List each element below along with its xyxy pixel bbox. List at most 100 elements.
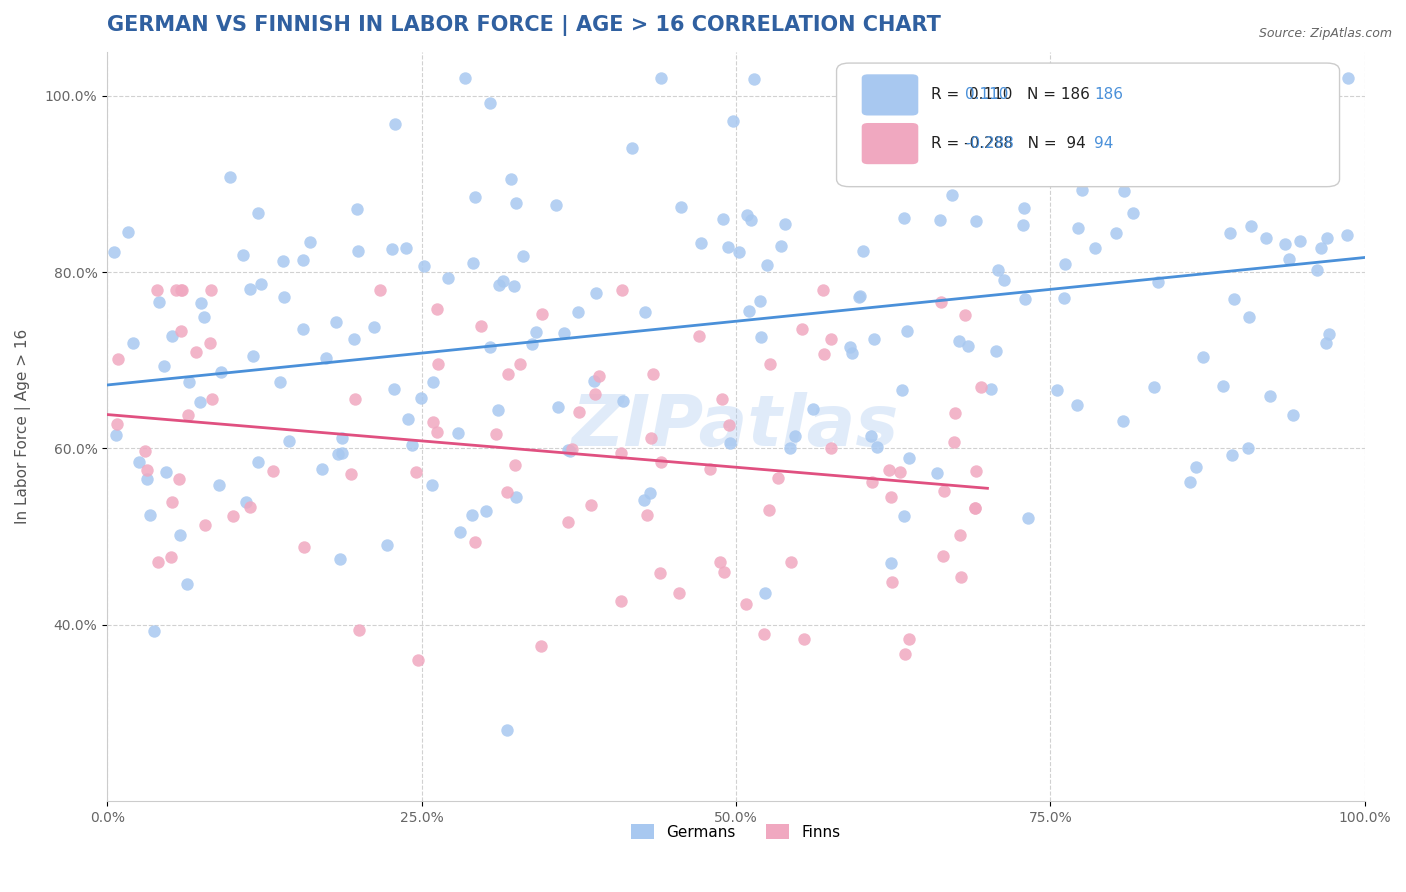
Point [186, 345, 208, 359]
Point [460, 508, 482, 523]
Point [1239, 310, 1261, 325]
Point [756, 258, 779, 272]
Point [1112, 157, 1135, 171]
Point [512, 249, 534, 263]
Point [246, 455, 269, 469]
Point [898, 632, 921, 646]
Point [134, 444, 156, 458]
Point [486, 402, 509, 417]
Point [437, 271, 460, 285]
Point [891, 383, 914, 397]
Point [505, 458, 527, 472]
Point [648, 566, 671, 580]
Point [498, 367, 520, 381]
Text: 186: 186 [1094, 87, 1123, 102]
Point [948, 334, 970, 348]
Point [1219, 226, 1241, 240]
Point [325, 315, 347, 329]
Point [278, 434, 301, 449]
Point [793, 632, 815, 647]
Point [742, 71, 765, 86]
Point [699, 462, 721, 476]
Point [1066, 71, 1088, 86]
Point [1317, 327, 1340, 342]
Point [987, 263, 1010, 277]
Point [496, 723, 519, 738]
Point [860, 429, 883, 443]
Point [330, 446, 353, 460]
Point [893, 211, 915, 226]
Point [852, 244, 875, 258]
Point [561, 442, 583, 456]
Point [420, 478, 443, 492]
Point [710, 392, 733, 406]
Point [820, 441, 842, 455]
Point [1107, 127, 1129, 141]
Point [932, 549, 955, 564]
Point [122, 336, 145, 351]
Point [382, 382, 405, 396]
Point [464, 535, 486, 549]
Point [142, 624, 165, 638]
Point [496, 485, 519, 500]
Point [422, 375, 444, 389]
Point [588, 368, 610, 383]
Point [1012, 218, 1035, 232]
Point [412, 260, 434, 274]
Point [239, 500, 262, 514]
Point [406, 653, 429, 667]
FancyBboxPatch shape [862, 74, 918, 115]
Point [343, 332, 366, 346]
Point [557, 443, 579, 458]
Point [1053, 291, 1076, 305]
Point [640, 431, 662, 445]
Point [801, 402, 824, 417]
Point [242, 349, 264, 363]
Point [557, 516, 579, 530]
Point [531, 307, 554, 321]
Point [381, 242, 404, 256]
Text: -0.288: -0.288 [965, 136, 1014, 151]
Point [463, 256, 485, 270]
Point [165, 283, 187, 297]
Point [1067, 221, 1090, 235]
Point [1240, 219, 1263, 234]
Point [894, 647, 917, 661]
Point [609, 446, 631, 460]
Point [813, 347, 835, 361]
Point [426, 425, 449, 439]
Point [949, 570, 972, 584]
Point [167, 471, 190, 485]
Point [634, 305, 657, 319]
Point [105, 417, 128, 431]
Point [222, 509, 245, 524]
Point [1053, 257, 1076, 271]
Point [401, 438, 423, 452]
Point [170, 324, 193, 338]
Point [1282, 409, 1305, 423]
Point [583, 386, 606, 401]
Point [820, 332, 842, 346]
Point [146, 283, 169, 297]
Point [170, 283, 193, 297]
Point [422, 415, 444, 429]
Point [502, 278, 524, 293]
Point [568, 404, 591, 418]
Point [485, 427, 508, 442]
Point [735, 208, 758, 222]
Point [1278, 252, 1301, 266]
Point [758, 503, 780, 517]
Point [759, 357, 782, 371]
Point [860, 475, 883, 489]
Point [769, 239, 792, 253]
Point [1274, 237, 1296, 252]
Point [621, 141, 644, 155]
Point [239, 282, 262, 296]
Point [450, 524, 472, 539]
Point [965, 214, 987, 228]
Point [1105, 226, 1128, 240]
Point [1192, 350, 1215, 364]
FancyBboxPatch shape [837, 63, 1340, 186]
Point [582, 374, 605, 388]
Point [509, 358, 531, 372]
